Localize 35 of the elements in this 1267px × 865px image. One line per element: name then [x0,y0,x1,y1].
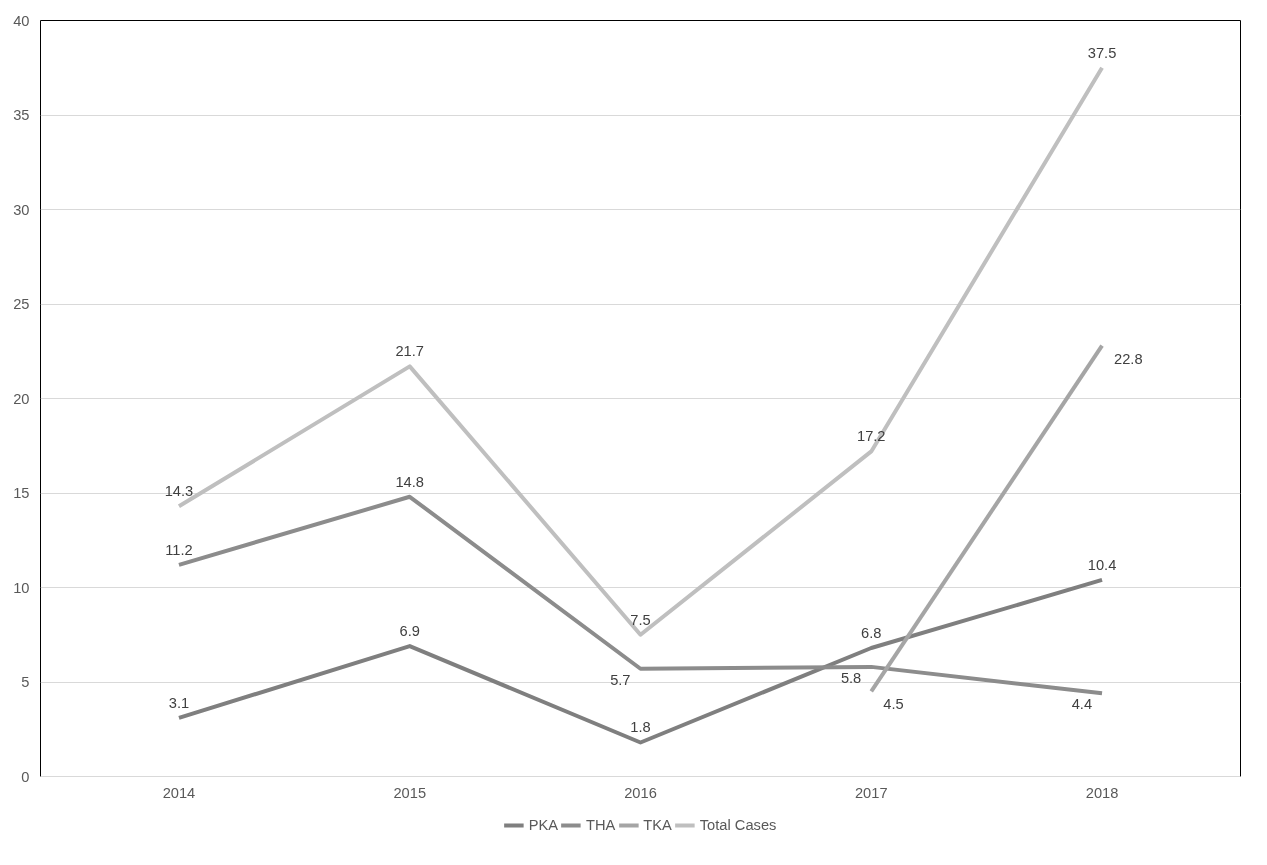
y-tick-label: 5 [21,674,30,690]
data-label: 21.7 [395,343,424,360]
data-label: 4.5 [883,696,904,713]
y-tick-label: 30 [13,201,30,218]
x-tick-label: 2017 [854,784,888,801]
y-tick-label: 0 [21,768,30,785]
data-label: 10.4 [1087,556,1117,573]
data-label: 17.2 [857,428,886,445]
legend-label: PKA [528,817,558,833]
data-label: 1.8 [630,719,651,736]
legend-label: THA [585,817,616,833]
data-label: 7.5 [630,611,651,628]
data-label: 11.2 [165,541,193,558]
y-tick-label: 35 [13,107,30,123]
y-tick-label: 25 [13,296,30,312]
data-label: 3.1 [168,694,190,711]
y-tick-label: 10 [13,579,30,596]
y-tick-label: 20 [13,390,30,407]
x-tick-label: 2018 [1085,784,1119,801]
data-label: 4.4 [1071,696,1093,713]
y-tick-label: 40 [13,12,30,29]
data-label: 6.8 [861,624,882,641]
data-label: 5.7 [610,671,631,688]
legend-label: Total Cases [699,817,777,833]
data-label: 22.8 [1114,350,1143,367]
legend-label: TKA [643,817,672,833]
x-tick-label: 2015 [393,784,427,801]
data-label: 14.8 [395,473,424,490]
data-label: 6.9 [399,623,420,640]
y-tick-label: 15 [13,485,30,501]
data-label: 37.5 [1087,44,1117,61]
data-label: 5.8 [840,669,862,686]
data-label: 14.3 [164,483,194,500]
x-tick-label: 2016 [624,784,657,801]
x-tick-label: 2014 [162,784,196,801]
